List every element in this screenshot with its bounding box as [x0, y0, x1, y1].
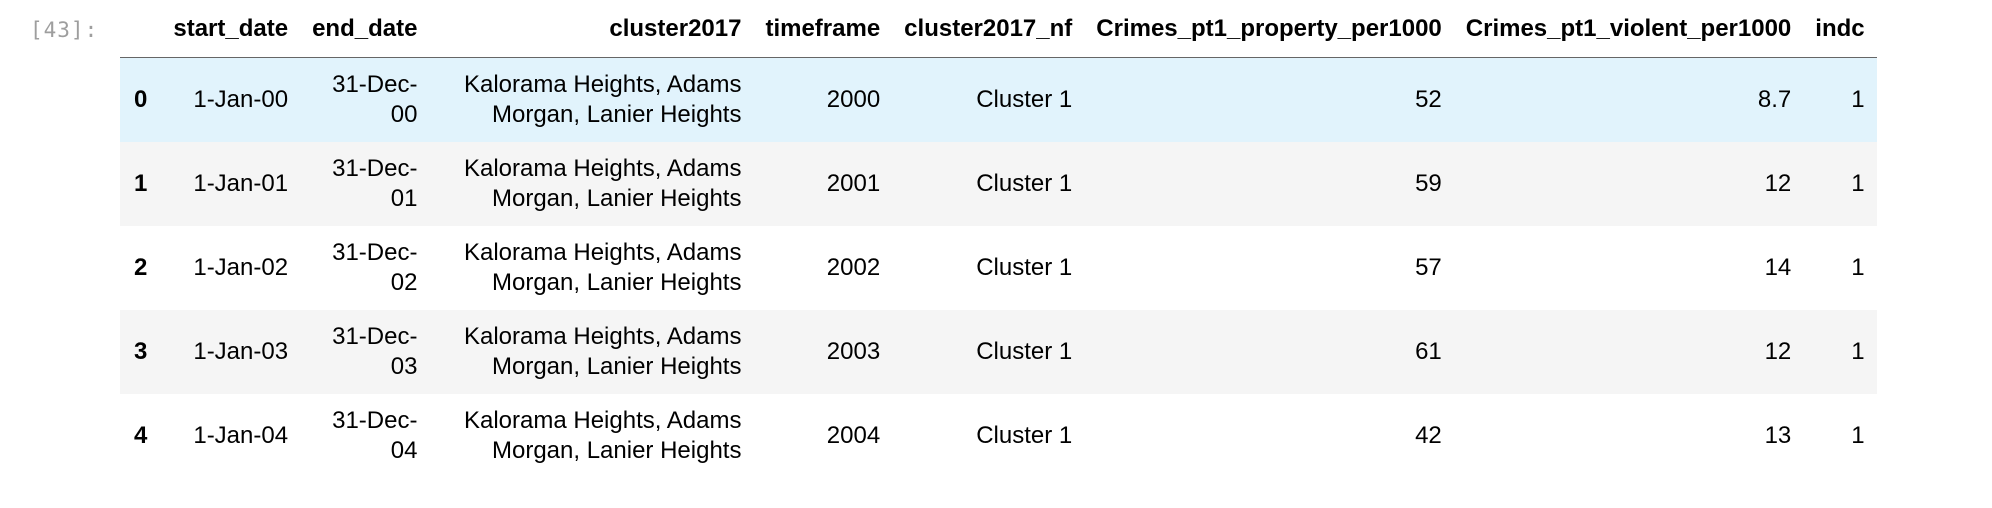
- dataframe-output: start_date end_date cluster2017 timefram…: [120, 0, 1877, 478]
- cell-cluster2017: Kalorama Heights, Adams Morgan, Lanier He…: [429, 310, 753, 394]
- cell-crimes-property: 61: [1415, 338, 1442, 365]
- cluster-line-2: Morgan, Lanier Heights: [491, 185, 742, 212]
- header-cluster2017: cluster2017: [429, 0, 754, 58]
- cell-crimes-violent: 14: [1764, 254, 1792, 281]
- cell-start-date: 1-Jan-03: [193, 338, 289, 365]
- cell-cluster2017-nf: Cluster 1: [976, 170, 1073, 197]
- cell-cluster2017-nf: Cluster 1: [976, 422, 1073, 449]
- header-indc: indc: [1803, 0, 1877, 58]
- cell-cluster2017-nf: Cluster 1: [976, 338, 1073, 365]
- cell-timeframe: 2004: [826, 422, 881, 449]
- cell-end-date: 31-Dec- 01: [300, 142, 429, 226]
- cluster-line-2: Morgan, Lanier Heights: [491, 353, 742, 380]
- cell-start-date: 1-Jan-04: [193, 422, 289, 449]
- cell-cluster2017: Kalorama Heights, Adams Morgan, Lanier He…: [429, 142, 753, 226]
- cell-crimes-violent: 12: [1764, 170, 1792, 197]
- cell-crimes-violent: 12: [1764, 338, 1792, 365]
- cell-timeframe: 2003: [826, 338, 881, 365]
- header-start-date: start_date: [161, 0, 301, 58]
- cluster-line-2: Morgan, Lanier Heights: [491, 269, 742, 296]
- end-date-line-2: 01: [390, 185, 418, 212]
- end-date-line-2: 02: [390, 269, 418, 296]
- cell-end-date: 31-Dec- 00: [300, 58, 429, 143]
- cell-end-date: 31-Dec- 02: [300, 226, 429, 310]
- cell-end-date: 31-Dec- 03: [300, 310, 429, 394]
- cluster-line-1: Kalorama Heights, Adams: [463, 71, 742, 98]
- cluster-line-2: Morgan, Lanier Heights: [491, 437, 742, 464]
- end-date-line-1: 31-Dec-: [332, 407, 418, 434]
- table-header: start_date end_date cluster2017 timefram…: [120, 0, 1877, 58]
- header-cluster2017-nf: cluster2017_nf: [892, 0, 1085, 58]
- row-index: 4: [134, 422, 148, 449]
- row-index: 3: [134, 338, 148, 365]
- cell-indc: 1: [1851, 422, 1865, 449]
- cell-timeframe: 2002: [826, 254, 881, 281]
- cluster-line-1: Kalorama Heights, Adams: [463, 239, 742, 266]
- cell-start-date: 1-Jan-00: [193, 86, 289, 113]
- cluster-line-1: Kalorama Heights, Adams: [463, 323, 742, 350]
- cell-cluster2017: Kalorama Heights, Adams Morgan, Lanier He…: [429, 58, 753, 143]
- cell-indc: 1: [1851, 338, 1865, 365]
- cell-crimes-property: 52: [1415, 86, 1442, 113]
- cell-start-date: 1-Jan-01: [193, 170, 289, 197]
- cluster-line-2: Morgan, Lanier Heights: [491, 101, 742, 128]
- table-row: 2 1-Jan-02 31-Dec- 02 Kalorama Heights, A…: [120, 226, 1877, 310]
- dataframe-table: start_date end_date cluster2017 timefram…: [120, 0, 1877, 478]
- row-index: 1: [134, 170, 148, 197]
- header-timeframe: timeframe: [753, 0, 893, 58]
- table-row: 3 1-Jan-03 31-Dec- 03 Kalorama Heights, A…: [120, 310, 1877, 394]
- cell-timeframe: 2001: [826, 170, 881, 197]
- end-date-line-1: 31-Dec-: [332, 155, 418, 182]
- end-date-line-2: 00: [390, 101, 418, 128]
- cell-start-date: 1-Jan-02: [193, 254, 289, 281]
- end-date-line-1: 31-Dec-: [332, 71, 418, 98]
- cell-timeframe: 2000: [826, 86, 881, 113]
- cell-cluster2017-nf: Cluster 1: [976, 254, 1073, 281]
- table-row: 4 1-Jan-04 31-Dec- 04 Kalorama Heights, A…: [120, 394, 1877, 478]
- header-index: [120, 0, 162, 58]
- table-row: 1 1-Jan-01 31-Dec- 01 Kalorama Heights, A…: [120, 142, 1877, 226]
- header-row: start_date end_date cluster2017 timefram…: [120, 0, 1877, 58]
- header-end-date: end_date: [300, 0, 430, 58]
- cell-cluster2017-nf: Cluster 1: [976, 86, 1073, 113]
- cell-cluster2017: Kalorama Heights, Adams Morgan, Lanier He…: [429, 226, 753, 310]
- cell-end-date: 31-Dec- 04: [300, 394, 429, 478]
- cell-cluster2017: Kalorama Heights, Adams Morgan, Lanier He…: [429, 394, 753, 478]
- row-index: 0: [134, 86, 148, 113]
- cell-crimes-property: 57: [1415, 254, 1442, 281]
- cell-crimes-property: 42: [1415, 422, 1442, 449]
- cell-indc: 1: [1851, 170, 1865, 197]
- row-index: 2: [134, 254, 148, 281]
- table-body: 0 1-Jan-00 31-Dec- 00 Kalorama Heights, A…: [120, 57, 1877, 478]
- cell-indc: 1: [1851, 254, 1865, 281]
- header-crimes-violent: Crimes_pt1_violent_per1000: [1453, 0, 1804, 58]
- end-date-line-1: 31-Dec-: [332, 239, 418, 266]
- cell-execution-count: [43]:: [30, 18, 99, 42]
- end-date-line-2: 03: [390, 353, 418, 380]
- table-row: 0 1-Jan-00 31-Dec- 00 Kalorama Heights, A…: [120, 57, 1877, 143]
- cluster-line-1: Kalorama Heights, Adams: [463, 155, 742, 182]
- cell-crimes-property: 59: [1415, 170, 1442, 197]
- cell-indc: 1: [1851, 86, 1865, 113]
- header-crimes-property: Crimes_pt1_property_per1000: [1084, 0, 1454, 58]
- end-date-line-2: 04: [390, 437, 418, 464]
- cluster-line-1: Kalorama Heights, Adams: [463, 407, 742, 434]
- cell-crimes-violent: 8.7: [1757, 86, 1792, 113]
- end-date-line-1: 31-Dec-: [332, 323, 418, 350]
- cell-crimes-violent: 13: [1764, 422, 1792, 449]
